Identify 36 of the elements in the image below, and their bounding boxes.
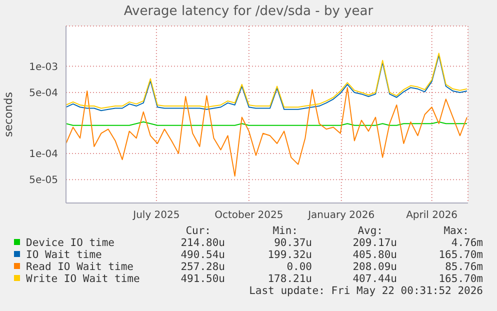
- text: 178.21u: [268, 273, 312, 285]
- text: 90.37u: [274, 237, 312, 249]
- text: 4.76m: [451, 237, 483, 249]
- legend-label: Device IO time: [26, 237, 115, 249]
- text: 165.70m: [438, 249, 483, 261]
- y-tick-label: 1e-03: [29, 62, 58, 73]
- legend-label: Read IO Wait time: [26, 261, 134, 273]
- text: 214.80u: [180, 237, 225, 249]
- text: 407.44u: [352, 273, 397, 285]
- text: 490.54u: [180, 249, 225, 261]
- text: 85.76m: [445, 261, 483, 273]
- text: Last update: Fri May 22 00:31:52 2026: [248, 285, 483, 297]
- text: 165.70m: [438, 273, 483, 285]
- y-tick-label: 5e-04: [29, 88, 58, 100]
- text: Max:: [444, 225, 469, 237]
- text: Avg:: [358, 225, 383, 237]
- text: 208.09u: [352, 261, 397, 273]
- y-tick-label: 5e-05: [29, 175, 58, 186]
- x-tick-label: January 2026: [307, 210, 375, 222]
- text: 405.80u: [352, 249, 397, 261]
- x-tick-label: July 2025: [132, 210, 180, 222]
- chart-title: Average latency for /dev/sda - by year: [122, 4, 374, 19]
- text: Min:: [272, 225, 298, 237]
- text: Cur:: [186, 225, 211, 237]
- text: 209.17u: [352, 237, 397, 249]
- legend-label: Write IO Wait time: [26, 273, 140, 285]
- x-tick-label: April 2026: [406, 210, 458, 222]
- line-series: [66, 87, 468, 177]
- y-tick-label: 1e-04: [29, 148, 58, 160]
- text: 257.28u: [180, 261, 225, 273]
- text: 0.00: [286, 261, 312, 273]
- text: 199.32u: [268, 249, 312, 261]
- legend-label: IO Wait time: [26, 249, 102, 261]
- y-axis-title: seconds: [2, 92, 15, 137]
- x-tick-label: October 2025: [214, 210, 284, 222]
- text: 491.50u: [180, 273, 225, 285]
